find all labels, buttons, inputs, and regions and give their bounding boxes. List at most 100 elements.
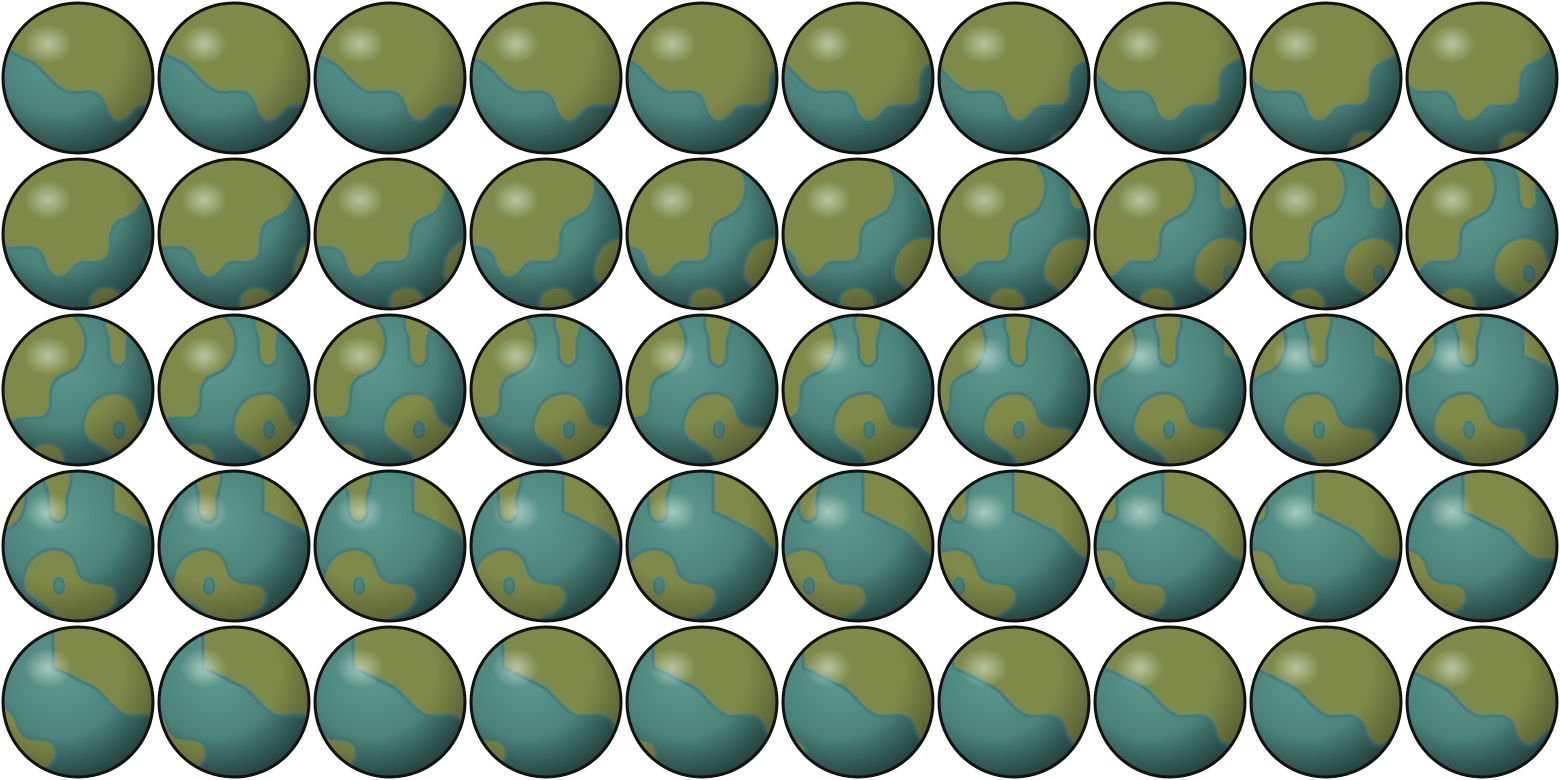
globe-outline (1249, 625, 1403, 779)
specular-highlight (804, 648, 852, 688)
globe-frame-19 (1249, 157, 1403, 311)
globe-surface (783, 627, 933, 777)
specular-highlight (1272, 648, 1320, 688)
globe-surface (1251, 159, 1401, 309)
globe-outline (937, 157, 1091, 311)
globe-outline (469, 1, 623, 155)
globe-surface (1251, 3, 1401, 153)
globe-surface (315, 159, 465, 309)
globe-outline (1093, 625, 1247, 779)
globe-frame-15 (625, 157, 779, 311)
specular-highlight (1428, 648, 1476, 688)
globe-frame-44 (469, 625, 623, 779)
globe-outline (157, 469, 311, 623)
specular-highlight (24, 648, 72, 688)
globe-outline (781, 1, 935, 155)
globe-surface (1095, 471, 1245, 621)
globe-surface (471, 3, 621, 153)
specular-highlight (1428, 492, 1476, 532)
globe-frame-30 (1405, 313, 1559, 467)
specular-highlight (648, 336, 696, 376)
globe-surface (1407, 3, 1557, 153)
globe-frame-6 (781, 1, 935, 155)
globe-frame-48 (1093, 625, 1247, 779)
globe-surface (1407, 627, 1557, 777)
globe-surface (627, 3, 777, 153)
globe-surface (1095, 315, 1245, 465)
globe-surface (627, 471, 777, 621)
specular-highlight (648, 180, 696, 220)
globe-frame-26 (781, 313, 935, 467)
globe-frame-10 (1405, 1, 1559, 155)
specular-highlight (180, 180, 228, 220)
globe-surface (1407, 471, 1557, 621)
specular-highlight (1116, 336, 1164, 376)
globe-frame-13 (313, 157, 467, 311)
globe-outline (1, 157, 155, 311)
globe-outline (157, 625, 311, 779)
globe-outline (781, 625, 935, 779)
globe-frame-2 (157, 1, 311, 155)
globe-surface (939, 471, 1089, 621)
globe-frame-21 (1, 313, 155, 467)
specular-highlight (180, 336, 228, 376)
globe-outline (469, 157, 623, 311)
globe-outline (1249, 157, 1403, 311)
globe-frame-29 (1249, 313, 1403, 467)
globe-frame-43 (313, 625, 467, 779)
specular-highlight (1116, 648, 1164, 688)
specular-highlight (1116, 492, 1164, 532)
globe-outline (1, 625, 155, 779)
globe-outline (157, 313, 311, 467)
globe-surface (1407, 159, 1557, 309)
globe-outline (625, 313, 779, 467)
globe-frame-23 (313, 313, 467, 467)
specular-highlight (336, 492, 384, 532)
globe-surface (1407, 315, 1557, 465)
globe-surface (627, 159, 777, 309)
globe-surface (783, 3, 933, 153)
globe-surface (1251, 315, 1401, 465)
globe-outline (157, 1, 311, 155)
globe-outline (157, 157, 311, 311)
specular-highlight (648, 492, 696, 532)
globe-outline (625, 469, 779, 623)
globe-frame-1 (1, 1, 155, 155)
globe-outline (313, 157, 467, 311)
specular-highlight (336, 180, 384, 220)
specular-highlight (336, 336, 384, 376)
globe-outline (625, 157, 779, 311)
globe-outline (937, 313, 1091, 467)
globe-surface (1251, 627, 1401, 777)
specular-highlight (24, 492, 72, 532)
globe-outline (781, 157, 935, 311)
globe-outline (937, 625, 1091, 779)
globe-outline (469, 313, 623, 467)
globe-outline (469, 625, 623, 779)
globe-frame-47 (937, 625, 1091, 779)
globe-surface (1095, 159, 1245, 309)
globe-surface (1251, 471, 1401, 621)
specular-highlight (1428, 336, 1476, 376)
globe-surface (315, 471, 465, 621)
globe-frame-25 (625, 313, 779, 467)
globe-surface (159, 471, 309, 621)
specular-highlight (336, 24, 384, 64)
globe-surface (159, 3, 309, 153)
globe-frame-42 (157, 625, 311, 779)
specular-highlight (492, 492, 540, 532)
specular-highlight (1116, 180, 1164, 220)
specular-highlight (1272, 24, 1320, 64)
globe-frame-14 (469, 157, 623, 311)
globe-surface (159, 315, 309, 465)
globe-surface (3, 627, 153, 777)
specular-highlight (492, 336, 540, 376)
globe-outline (1, 313, 155, 467)
globe-frame-22 (157, 313, 311, 467)
globe-surface (471, 627, 621, 777)
globe-outline (781, 313, 935, 467)
globe-outline (313, 625, 467, 779)
specular-highlight (180, 24, 228, 64)
globe-outline (1405, 313, 1559, 467)
